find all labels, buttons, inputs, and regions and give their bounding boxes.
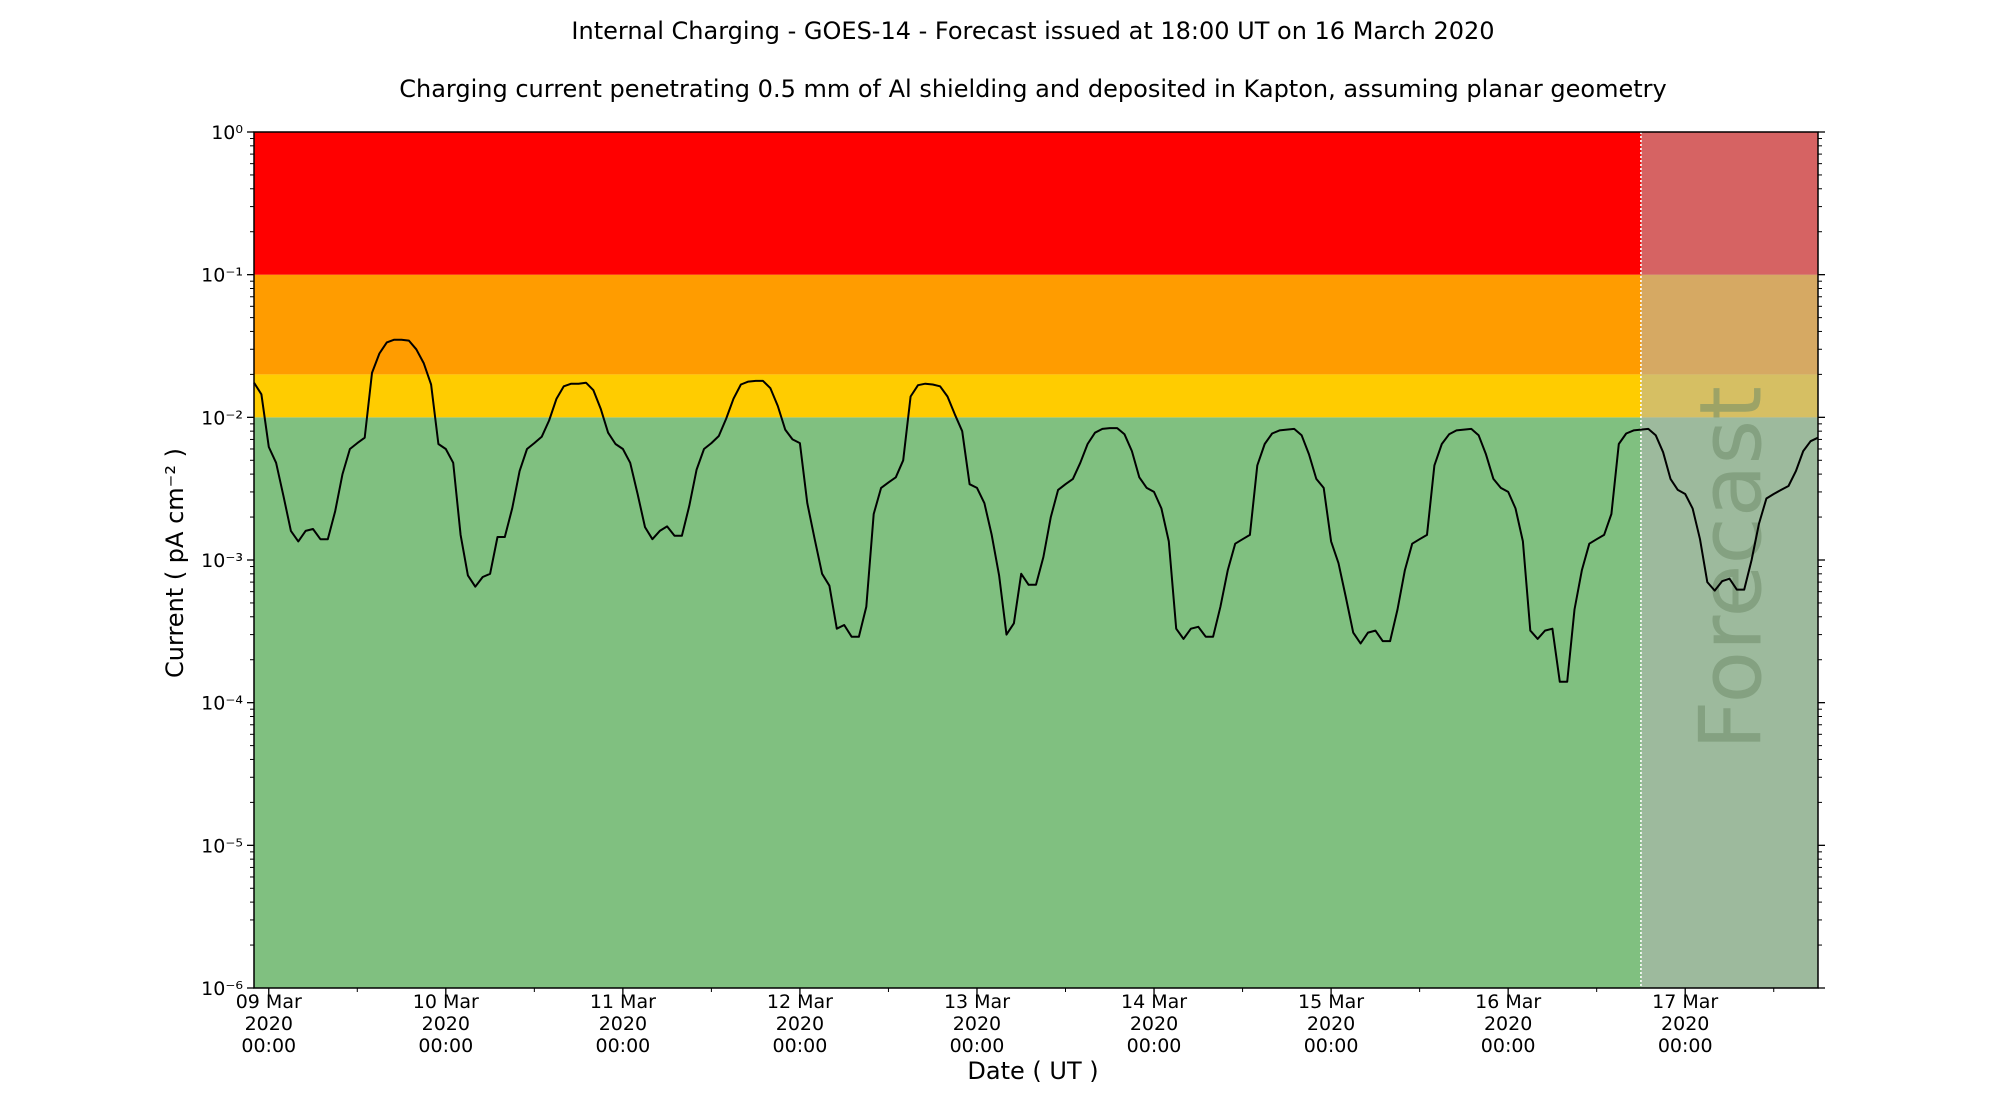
y-tick-label-2: 10⁻⁴ bbox=[201, 693, 243, 715]
x-tick-label-0: 09 Mar 2020 00:00 bbox=[236, 991, 302, 1057]
threshold-band-0 bbox=[254, 417, 1818, 988]
x-tick-label-2: 11 Mar 2020 00:00 bbox=[590, 991, 656, 1057]
series-layer bbox=[253, 338, 1819, 683]
forecast-label: Forecast bbox=[1681, 386, 1781, 750]
x-tick-label-line: 10 Mar bbox=[413, 991, 479, 1013]
chart-title: Internal Charging - GOES-14 - Forecast i… bbox=[571, 17, 1494, 45]
y-tick-label-3: 10⁻³ bbox=[201, 550, 243, 572]
forecast-region: Forecast bbox=[1640, 132, 1818, 988]
x-tick-label-8: 17 Mar 2020 00:00 bbox=[1652, 991, 1718, 1057]
series-line-0 bbox=[253, 338, 1819, 683]
x-tick-label-line: 00:00 bbox=[1127, 1035, 1182, 1057]
threshold-band-2 bbox=[254, 274, 1818, 375]
threshold-band-3 bbox=[254, 132, 1818, 275]
x-tick-label-line: 2020 bbox=[1484, 1013, 1532, 1035]
y-axis-label: Current ( pA cm⁻² ) bbox=[161, 448, 189, 678]
x-tick-label-line: 17 Mar bbox=[1652, 991, 1718, 1013]
x-tick-label-line: 2020 bbox=[776, 1013, 824, 1035]
x-tick-label-line: 2020 bbox=[953, 1013, 1001, 1035]
x-tick-label-1: 10 Mar 2020 00:00 bbox=[413, 991, 479, 1057]
x-tick-label-6: 15 Mar 2020 00:00 bbox=[1298, 991, 1364, 1057]
x-tick-label-line: 2020 bbox=[599, 1013, 647, 1035]
x-tick-label-line: 09 Mar bbox=[236, 991, 302, 1013]
x-tick-label-line: 2020 bbox=[1130, 1013, 1178, 1035]
y-tick-label-1: 10⁻⁵ bbox=[201, 835, 243, 857]
x-tick-label-line: 2020 bbox=[1307, 1013, 1355, 1035]
x-tick-label-7: 16 Mar 2020 00:00 bbox=[1475, 991, 1541, 1057]
x-tick-label-line: 14 Mar bbox=[1121, 991, 1187, 1013]
x-tick-label-line: 00:00 bbox=[1481, 1035, 1536, 1057]
y-tick-label-4: 10⁻² bbox=[201, 407, 243, 429]
x-tick-label-line: 00:00 bbox=[241, 1035, 296, 1057]
x-tick-label-line: 00:00 bbox=[1658, 1035, 1713, 1057]
x-tick-label-line: 16 Mar bbox=[1475, 991, 1541, 1013]
x-tick-label-4: 13 Mar 2020 00:00 bbox=[944, 991, 1010, 1057]
x-tick-label-line: 13 Mar bbox=[944, 991, 1010, 1013]
x-tick-label-line: 2020 bbox=[245, 1013, 293, 1035]
x-tick-label-3: 12 Mar 2020 00:00 bbox=[767, 991, 833, 1057]
x-tick-label-line: 12 Mar bbox=[767, 991, 833, 1013]
x-tick-label-line: 00:00 bbox=[1304, 1035, 1359, 1057]
x-tick-label-line: 2020 bbox=[422, 1013, 470, 1035]
y-tick-label-6: 10⁰ bbox=[211, 122, 243, 144]
x-tick-label-line: 15 Mar bbox=[1298, 991, 1364, 1013]
x-tick-label-line: 00:00 bbox=[418, 1035, 473, 1057]
threshold-bands bbox=[254, 132, 1818, 988]
chart-subtitle: Charging current penetrating 0.5 mm of A… bbox=[399, 75, 1667, 103]
x-tick-label-line: 00:00 bbox=[950, 1035, 1005, 1057]
x-tick-label-line: 11 Mar bbox=[590, 991, 656, 1013]
x-tick-label-5: 14 Mar 2020 00:00 bbox=[1121, 991, 1187, 1057]
x-axis-label: Date ( UT ) bbox=[967, 1057, 1098, 1085]
y-tick-label-0: 10⁻⁶ bbox=[201, 978, 243, 1000]
forecast-overlay bbox=[1640, 132, 1818, 988]
x-tick-label-line: 2020 bbox=[1661, 1013, 1709, 1035]
threshold-band-1 bbox=[254, 374, 1818, 418]
x-tick-label-line: 00:00 bbox=[773, 1035, 828, 1057]
x-tick-label-line: 00:00 bbox=[595, 1035, 650, 1057]
y-tick-label-5: 10⁻¹ bbox=[201, 265, 243, 287]
